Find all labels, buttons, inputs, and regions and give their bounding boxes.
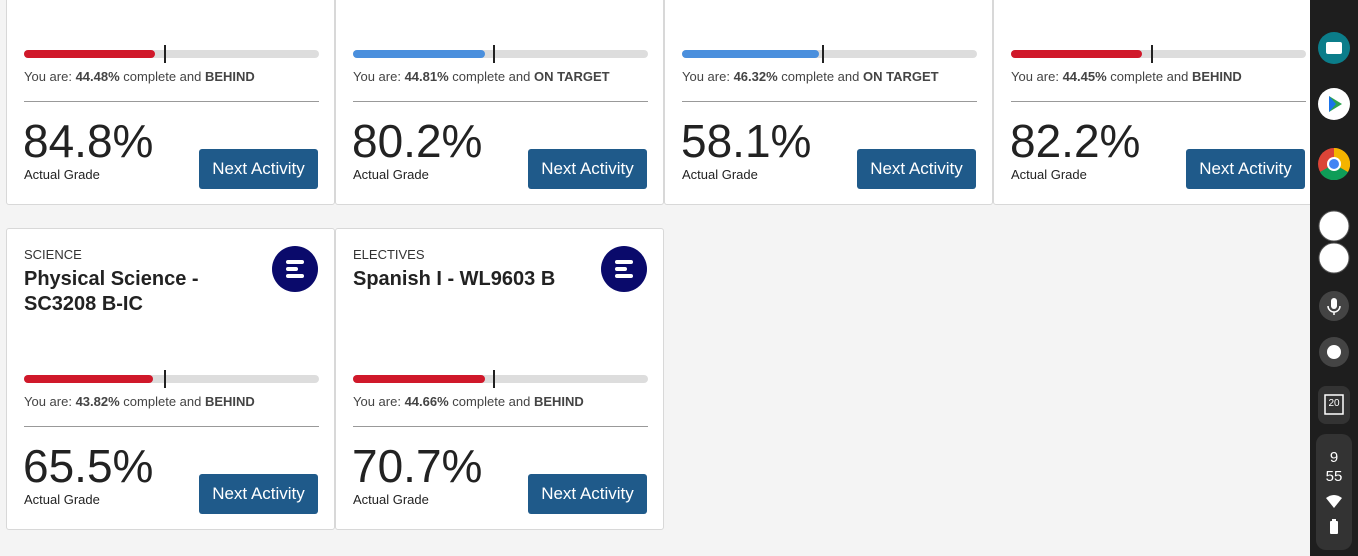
- label: complete and: [452, 69, 531, 84]
- target-marker: [493, 370, 495, 388]
- calendar-icon[interactable]: [1318, 386, 1350, 424]
- grade-value: 80.2%: [352, 115, 483, 167]
- progress-fill: [353, 375, 485, 383]
- progress-track: [24, 45, 319, 63]
- progress-value: 46.32%: [733, 69, 778, 84]
- next-activity-button[interactable]: Next Activity: [199, 474, 318, 514]
- battery-icon: [1330, 519, 1338, 534]
- progress-status: You are: 44.66% complete and BEHIND: [353, 394, 584, 409]
- label: complete and: [123, 394, 202, 409]
- status-value: ON TARGET: [533, 69, 610, 84]
- progress-value: 44.66%: [404, 394, 449, 409]
- chrome-icon[interactable]: [1318, 148, 1350, 180]
- progress-track: [682, 45, 977, 63]
- course-card: You are: 44.45% complete and BEHIND 82.2%…: [993, 0, 1310, 205]
- grade-value: 70.7%: [352, 440, 483, 492]
- app-icon[interactable]: [1318, 32, 1350, 64]
- grade-label: Actual Grade: [682, 167, 758, 182]
- target-marker: [164, 45, 166, 63]
- progress-fill: [24, 375, 154, 383]
- status-value: ON TARGET: [862, 69, 939, 84]
- next-activity-button[interactable]: Next Activity: [199, 149, 318, 189]
- label: You are:: [353, 69, 401, 84]
- target-marker: [822, 45, 824, 63]
- divider: [682, 101, 977, 102]
- clock-minute: 55: [1325, 468, 1343, 485]
- status-value: BEHIND: [204, 394, 255, 409]
- status-value: BEHIND: [533, 394, 584, 409]
- next-activity-button[interactable]: Next Activity: [528, 149, 647, 189]
- label: You are:: [682, 69, 730, 84]
- progress-track: [1011, 45, 1306, 63]
- divider: [353, 101, 648, 102]
- course-card: ELECTIVES Spanish I - WL9603 B You are: 44…: [335, 228, 664, 530]
- assistant-button[interactable]: [1318, 336, 1350, 368]
- progress-track: [24, 370, 319, 388]
- progress-status: You are: 44.45% complete and BEHIND: [1011, 69, 1242, 84]
- divider: [24, 101, 319, 102]
- label: You are:: [24, 69, 72, 84]
- label: complete and: [781, 69, 860, 84]
- course-title: Physical Science - SC3208 B-IC: [24, 268, 199, 315]
- divider: [24, 426, 319, 427]
- play-store-icon[interactable]: [1318, 88, 1350, 120]
- progress-fill: [24, 50, 156, 58]
- clock-hour: 9: [1329, 449, 1339, 466]
- course-logo: [272, 246, 318, 297]
- window-previews[interactable]: [1318, 210, 1350, 276]
- course-card: You are: 46.32% complete and ON TARGET 58…: [664, 0, 993, 205]
- label: complete and: [1110, 69, 1189, 84]
- progress-value: 44.48%: [75, 69, 120, 84]
- course-category: ELECTIVES: [353, 247, 425, 262]
- wifi-icon: [1326, 495, 1342, 508]
- divider: [353, 426, 648, 427]
- grade-label: Actual Grade: [1011, 167, 1087, 182]
- course-card: You are: 44.48% complete and BEHIND 84.8%…: [6, 0, 335, 205]
- grade-label: Actual Grade: [24, 492, 100, 507]
- progress-value: 44.45%: [1062, 69, 1107, 84]
- label: You are:: [1011, 69, 1059, 84]
- label: complete and: [452, 394, 531, 409]
- grade-label: Actual Grade: [353, 167, 429, 182]
- progress-value: 44.81%: [404, 69, 449, 84]
- target-marker: [164, 370, 166, 388]
- progress-status: You are: 44.81% complete and ON TARGET: [353, 69, 610, 84]
- progress-track: [353, 45, 648, 63]
- grade-value: 84.8%: [23, 115, 154, 167]
- grade-label: Actual Grade: [353, 492, 429, 507]
- label: complete and: [123, 69, 202, 84]
- target-marker: [1151, 45, 1153, 63]
- progress-fill: [353, 50, 486, 58]
- status-value: BEHIND: [204, 69, 255, 84]
- next-activity-button[interactable]: Next Activity: [857, 149, 976, 189]
- grade-value: 58.1%: [681, 115, 812, 167]
- label: You are:: [353, 394, 401, 409]
- course-card: SCIENCE Physical Science - SC3208 B-IC You…: [6, 228, 335, 530]
- next-activity-button[interactable]: Next Activity: [1186, 149, 1305, 189]
- label: You are:: [24, 394, 72, 409]
- calendar-day: 20: [1328, 398, 1340, 409]
- progress-status: You are: 44.48% complete and BEHIND: [24, 69, 255, 84]
- grade-value: 82.2%: [1010, 115, 1141, 167]
- progress-track: [353, 370, 648, 388]
- progress-value: 43.82%: [75, 394, 120, 409]
- course-title: Spanish I - WL9603 B: [353, 268, 556, 290]
- system-shelf: 20 9 55: [1310, 0, 1358, 556]
- progress-status: You are: 43.82% complete and BEHIND: [24, 394, 255, 409]
- grade-label: Actual Grade: [24, 167, 100, 182]
- course-grid: You are: 44.48% complete and BEHIND 84.8%…: [6, 0, 1310, 530]
- divider: [1011, 101, 1306, 102]
- next-activity-button[interactable]: Next Activity: [528, 474, 647, 514]
- course-logo: [601, 246, 647, 297]
- progress-fill: [682, 50, 819, 58]
- progress-status: You are: 46.32% complete and ON TARGET: [682, 69, 939, 84]
- course-card: You are: 44.81% complete and ON TARGET 80…: [335, 0, 664, 205]
- target-marker: [493, 45, 495, 63]
- course-category: SCIENCE: [24, 247, 82, 262]
- progress-fill: [1011, 50, 1143, 58]
- status-value: BEHIND: [1191, 69, 1242, 84]
- mic-button[interactable]: [1318, 290, 1350, 322]
- grade-value: 65.5%: [23, 440, 154, 492]
